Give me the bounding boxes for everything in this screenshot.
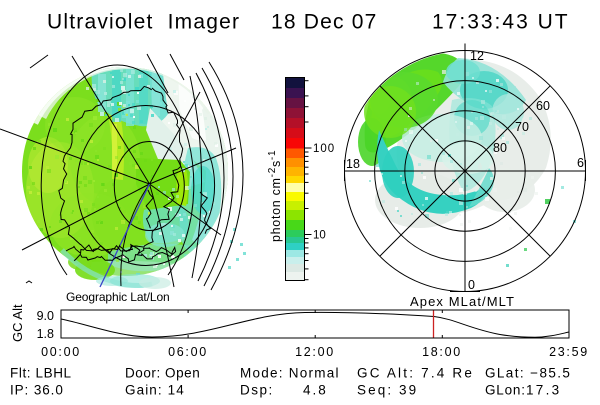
svg-text:17:33:43 UT: 17:33:43 UT: [432, 11, 570, 34]
svg-text:photon cm-2s-1: photon cm-2s-1: [267, 150, 283, 242]
svg-text:Dsp:: Dsp:: [240, 383, 274, 398]
svg-text:80: 80: [493, 141, 507, 155]
svg-text:10: 10: [313, 230, 326, 242]
svg-text:00:00: 00:00: [41, 345, 81, 359]
svg-text:70: 70: [515, 120, 529, 134]
svg-text:GC Alt: GC Alt: [10, 304, 25, 342]
svg-text:Apex MLat/MLT: Apex MLat/MLT: [410, 294, 515, 309]
svg-text:Gain: 14: Gain: 14: [125, 383, 185, 398]
svg-text:6: 6: [577, 156, 584, 170]
svg-text:12:00: 12:00: [295, 345, 335, 359]
svg-text:18: 18: [346, 157, 360, 171]
svg-text:18:00: 18:00: [422, 345, 462, 359]
svg-text:GLat: −85.5: GLat: −85.5: [485, 366, 571, 381]
svg-text:0: 0: [468, 278, 475, 292]
svg-text:Geographic Lat/Lon: Geographic Lat/Lon: [66, 290, 170, 304]
svg-text:100: 100: [313, 143, 335, 155]
svg-text:Mode: Normal: Mode: Normal: [240, 366, 340, 381]
svg-text:23:59: 23:59: [549, 345, 589, 359]
svg-text:9.0: 9.0: [37, 309, 54, 323]
svg-text:06:00: 06:00: [168, 345, 208, 359]
svg-text:17.3: 17.3: [526, 383, 561, 398]
svg-text:Seq: 39: Seq: 39: [357, 383, 418, 398]
svg-text:IP: 36.0: IP: 36.0: [10, 383, 64, 398]
svg-text:18 Dec 07: 18 Dec 07: [271, 11, 378, 34]
svg-text:Ultraviolet Imager: Ultraviolet Imager: [47, 11, 240, 34]
svg-text:4.8: 4.8: [303, 383, 328, 398]
svg-text:GC Alt: 7.4 Re: GC Alt: 7.4 Re: [357, 366, 474, 381]
svg-text:12: 12: [470, 49, 484, 63]
svg-text:Flt: LBHL: Flt: LBHL: [10, 366, 72, 381]
svg-text:Door: Open: Door: Open: [125, 366, 200, 381]
svg-text:1.8: 1.8: [37, 327, 54, 341]
svg-text:GLon:: GLon:: [485, 383, 526, 398]
svg-text:60: 60: [536, 99, 550, 113]
